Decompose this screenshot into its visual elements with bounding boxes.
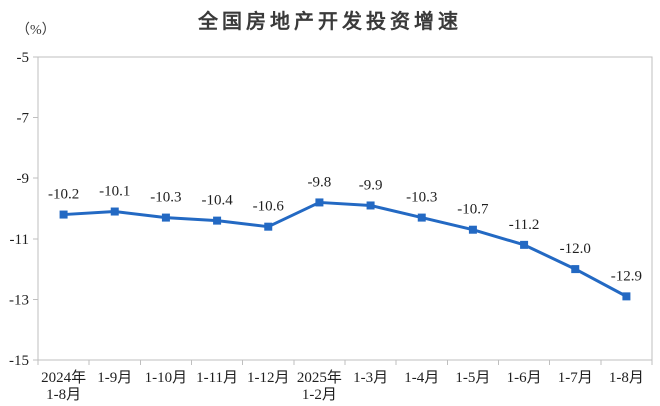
data-point-marker: [366, 201, 375, 210]
x-tick-label: 1-3月: [353, 370, 388, 386]
x-tick-label: 1-5月: [455, 370, 490, 386]
data-point-label: -9.9: [359, 177, 383, 193]
data-point-label: -12.0: [560, 241, 591, 257]
data-point-marker: [213, 216, 222, 225]
data-point-label: -11.2: [509, 217, 540, 233]
plot-border: [37, 56, 653, 361]
data-point-label: -10.3: [150, 190, 181, 206]
data-point-marker: [59, 210, 68, 219]
data-point-marker: [468, 225, 477, 234]
data-point-label: -12.9: [611, 268, 642, 284]
x-tick-label: 1-10月: [145, 370, 188, 386]
x-tick-label: 1-8月: [609, 370, 644, 386]
x-tick-label: 1-12月: [247, 370, 290, 386]
x-tick-label: 1-7月: [558, 370, 593, 386]
series-line: [63, 200, 628, 298]
y-axis-unit-label: （%）: [16, 23, 56, 38]
y-tick-label: -5: [17, 50, 30, 66]
data-point-label: -10.2: [48, 187, 79, 203]
data-point-label: -10.7: [457, 202, 489, 218]
x-tick-label: 1-4月: [404, 370, 439, 386]
data-point-marker: [417, 213, 426, 222]
data-point-label: -10.6: [253, 199, 285, 215]
x-tick-label: 1-11月: [196, 370, 238, 386]
x-tick-label: 2024年 1-8月: [41, 369, 86, 403]
chart-title: 全国房地产开发投资增速: [198, 11, 462, 33]
x-tick-label: 2025年 1-2月: [297, 369, 342, 403]
data-point-marker: [110, 207, 119, 216]
y-tick-label: -9: [17, 171, 30, 187]
x-tick-label: 1-9月: [97, 370, 132, 386]
data-point-marker: [571, 265, 580, 274]
data-point-label: -10.1: [99, 184, 130, 200]
x-tick-label: 1-6月: [507, 370, 542, 386]
y-tick-label: -11: [10, 232, 29, 248]
y-tick-label: -15: [9, 353, 29, 369]
data-point-marker: [315, 198, 324, 207]
data-point-label: -10.4: [201, 193, 233, 209]
data-point-marker: [622, 292, 631, 301]
data-point-label: -10.3: [406, 190, 437, 206]
data-point-marker: [161, 213, 170, 222]
data-point-marker: [264, 222, 273, 231]
data-point-marker: [520, 240, 529, 249]
data-point-label: -9.8: [308, 174, 332, 190]
y-tick-label: -7: [17, 111, 30, 127]
y-tick-label: -13: [9, 292, 29, 308]
